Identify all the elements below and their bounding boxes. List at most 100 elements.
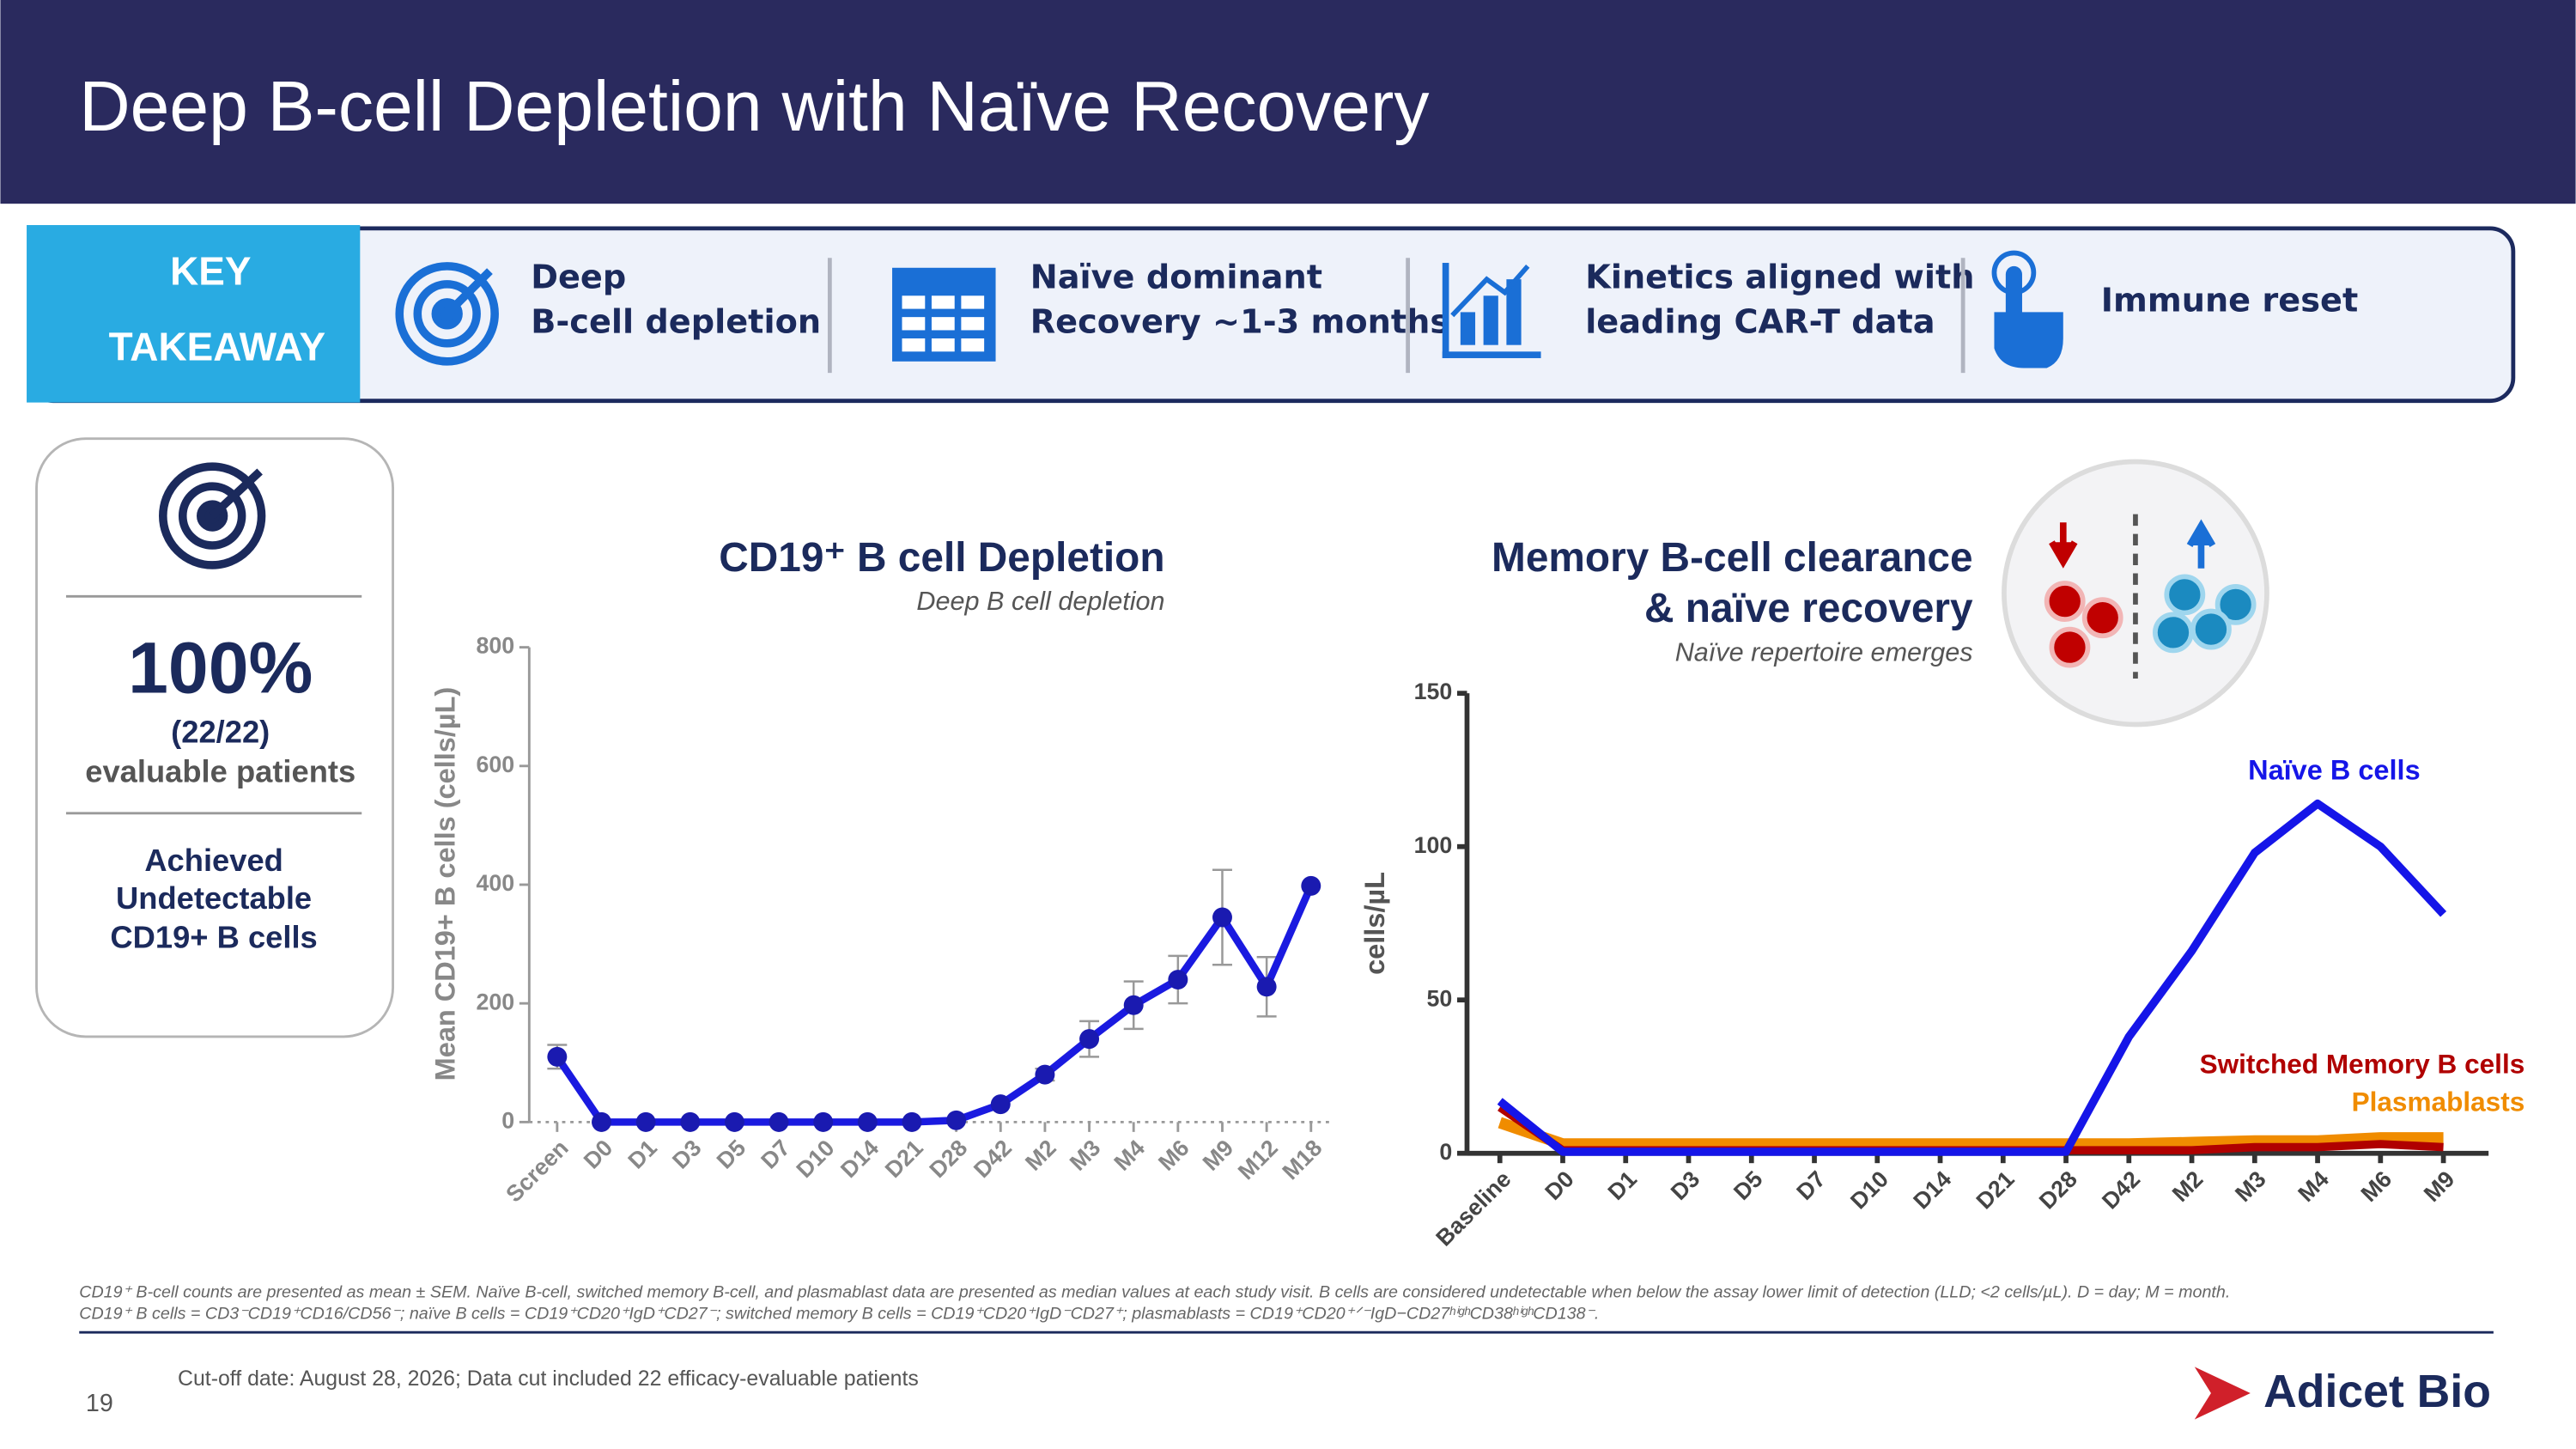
x-tick-label: D1 [1603,1166,1642,1204]
chart-title: CD19⁺ B cell Depletion [719,535,1164,581]
x-tick-label: M12 [1233,1135,1283,1184]
slide-title: Deep B-cell Depletion with Naïve Recover… [79,68,1429,146]
x-tick-label: D10 [792,1135,840,1183]
card-caption: evaluable patients [85,753,355,788]
takeaway-item: Deep [531,259,626,297]
y-tick-label: 150 [1414,679,1453,704]
chart-title: & naïve recovery [1644,586,1973,631]
data-point [813,1111,834,1132]
x-tick-label: M3 [1065,1135,1106,1176]
series-line [554,884,1315,1126]
x-tick-label: M3 [2230,1166,2271,1208]
card-note: Achieved [144,843,283,878]
cutoff-note: Cut-off date: August 28, 2026; Data cut … [178,1367,919,1391]
x-tick-label: M18 [1278,1135,1327,1184]
chart-subtitle: Deep B cell depletion [916,587,1164,616]
x-tick-label: D7 [756,1135,794,1173]
takeaway-item: B-cell depletion [531,302,821,341]
takeaway-label-box [27,225,361,403]
takeaway-item: Kinetics aligned with [1585,259,1974,297]
x-tick-label: M9 [2419,1166,2460,1208]
footnote: CD19⁺ B-cell counts are presented as mea… [79,1282,2230,1301]
x-tick-label: D21 [880,1135,928,1183]
y-tick-label: 0 [1439,1139,1452,1165]
y-tick-label: 400 [476,870,514,896]
x-tick-label: M2 [2167,1166,2208,1208]
y-tick-label: 100 [1414,832,1453,858]
takeaway-label: KEY [170,249,251,294]
card-stat: 100% [128,627,313,708]
data-point [1256,977,1277,997]
x-tick-label: D28 [925,1135,973,1183]
x-tick-label: M6 [1153,1135,1194,1176]
chart-title: Memory B-cell clearance [1492,535,1973,581]
x-tick-label: M9 [1198,1135,1239,1176]
takeaway-label: TAKEAWAY [109,325,325,369]
page-number: 19 [86,1390,113,1417]
card-note: CD19+ B cells [110,920,317,955]
series-label: Plasmablasts [2352,1087,2525,1117]
x-tick-label: Screen [501,1135,573,1207]
x-tick-label: Baseline [1431,1166,1516,1251]
takeaway-item: leading CAR-T data [1585,302,1935,341]
x-tick-label: D0 [1540,1166,1578,1205]
chart-subtitle: Naïve repertoire emerges [1675,637,1973,667]
data-point [769,1111,789,1132]
data-point [547,1046,568,1067]
y-tick-label: 800 [476,633,514,659]
data-point [902,1111,922,1132]
x-tick-label: D5 [712,1135,750,1173]
data-point [1123,995,1144,1015]
card-note: Undetectable [116,880,312,916]
data-point [592,1111,611,1132]
x-tick-label: D7 [1791,1166,1830,1205]
x-tick-label: D10 [1845,1166,1893,1215]
x-tick-label: D21 [1971,1166,2020,1214]
data-point [724,1111,744,1132]
x-tick-label: D3 [667,1135,706,1173]
data-point [946,1110,967,1130]
y-tick-label: 200 [476,989,514,1014]
y-tick-label: 600 [476,752,514,777]
data-point [1212,907,1232,928]
hand-icon [1991,250,2063,368]
y-axis-label: Mean CD19+ B cells (cells/µL) [429,687,460,1081]
y-tick-label: 50 [1426,985,1452,1011]
x-tick-label: D0 [579,1135,617,1173]
series-line [1497,799,2447,1156]
x-tick-label: M6 [2356,1166,2397,1208]
card-count: (22/22) [171,715,270,750]
dividers [827,258,1965,374]
x-tick-label: D1 [623,1135,662,1173]
takeaway-item: Recovery ~1-3 months [1030,302,1449,341]
clearance-icon [2002,459,2269,728]
series-line [1498,1117,2444,1150]
header-bar [0,0,2576,204]
x-tick-label: M4 [1109,1135,1151,1176]
logo-mark [2194,1367,2251,1420]
data-point [635,1111,656,1132]
data-point [1301,875,1321,896]
takeaway-item: Immune reset [2101,281,2358,320]
series-label: Naïve B cells [2248,755,2421,786]
growth-chart-icon [1442,263,1541,358]
data-point [1168,970,1188,990]
takeaway-item: Naïve dominant [1030,259,1322,297]
data-point [857,1111,878,1132]
target-icon [395,262,499,366]
target-icon [159,462,266,569]
x-tick-label: D5 [1728,1166,1767,1204]
data-point [1035,1064,1055,1085]
data-point [1079,1029,1100,1050]
x-tick-label: M2 [1020,1135,1061,1176]
x-tick-label: D42 [2097,1166,2145,1215]
calendar-icon [892,267,996,362]
logo: Adicet Bio [2263,1367,2491,1417]
x-tick-label: D14 [1908,1166,1956,1214]
footnote: CD19⁺ B cells = CD3⁻CD19⁺CD16/CD56⁻; naï… [79,1304,1599,1323]
y-axis-label: cells/µL [1359,872,1390,975]
y-tick-label: 0 [501,1107,514,1133]
